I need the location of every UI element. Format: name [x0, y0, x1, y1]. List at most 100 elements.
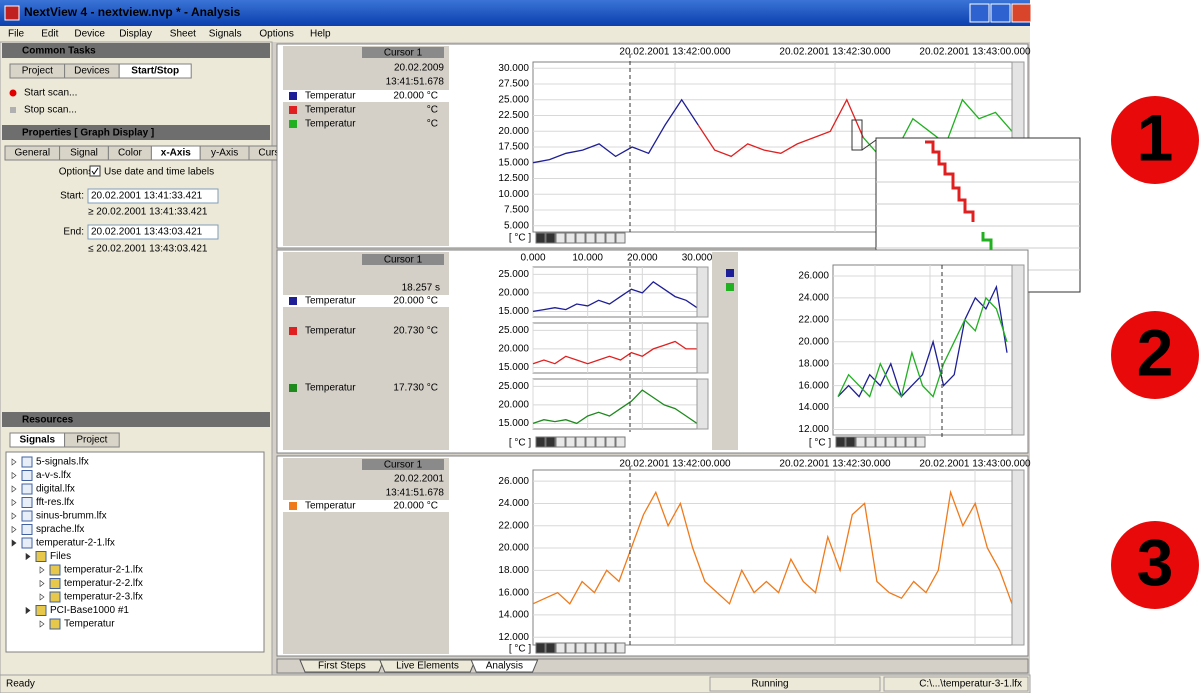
toolbar-button[interactable] [595, 232, 606, 244]
tree-toggle[interactable] [39, 620, 45, 628]
tab[interactable] [118, 63, 192, 79]
tree-item[interactable]: temperatur-2-2.lfx [64, 578, 143, 589]
toolbar-button[interactable] [605, 642, 616, 654]
tree-toggle[interactable] [11, 512, 17, 520]
tab-label[interactable]: Signals [20, 435, 56, 446]
toolbar-button[interactable] [595, 436, 606, 448]
tree-item[interactable]: a-v-s.lfx [36, 470, 71, 481]
task-link[interactable]: Start scan... [24, 88, 77, 99]
tree-item[interactable]: temperatur-2-3.lfx [64, 592, 143, 603]
scrollbar[interactable] [1011, 469, 1025, 646]
menu-item[interactable]: File [8, 29, 25, 40]
tree-item[interactable]: sprache.lfx [36, 524, 84, 535]
tab-label[interactable]: y-Axis [211, 148, 238, 159]
tab-label[interactable]: Signal [70, 148, 98, 159]
toolbar-button[interactable] [845, 436, 856, 448]
tree-toggle[interactable] [11, 525, 17, 534]
tab-label[interactable]: Project [76, 435, 107, 446]
tree-toggle[interactable] [11, 471, 17, 480]
menu-item[interactable]: Edit [41, 29, 58, 40]
toolbar-button[interactable] [615, 436, 626, 448]
tree-toggle[interactable] [39, 579, 45, 588]
tree-item[interactable]: Files [50, 551, 71, 562]
tree-toggle[interactable] [11, 498, 17, 507]
toolbar-button[interactable] [905, 436, 916, 448]
tab-label[interactable]: Start/Stop [131, 66, 179, 77]
tree-item[interactable]: temperatur-2-1.lfx [64, 565, 143, 576]
menu-item[interactable]: Sheet [170, 29, 196, 40]
toolbar-button[interactable] [885, 436, 896, 448]
toolbar-button[interactable] [585, 642, 596, 654]
task-link[interactable]: Stop scan... [24, 105, 77, 116]
tree-item[interactable]: temperatur-2-1.lfx [36, 538, 115, 549]
tab-label[interactable]: x-Axis [161, 148, 191, 159]
tree-item[interactable]: PCI-Base1000 #1 [50, 605, 129, 616]
menu-item[interactable]: Signals [209, 29, 242, 40]
toolbar-button[interactable] [575, 232, 586, 244]
toolbar-button[interactable] [555, 436, 566, 448]
toolbar-button[interactable] [565, 436, 576, 448]
toolbar-button[interactable] [615, 642, 626, 654]
toolbar-button[interactable] [895, 436, 906, 448]
toolbar-button[interactable] [875, 436, 886, 448]
window-min-button[interactable] [969, 3, 990, 23]
tab-label[interactable]: Color [118, 148, 143, 159]
tab-label[interactable]: Cursor [258, 148, 289, 159]
toolbar-button[interactable] [555, 642, 566, 654]
sheet-tab-label[interactable]: First Steps [318, 661, 366, 672]
tab-label[interactable]: Devices [74, 66, 110, 77]
toolbar-button[interactable] [915, 436, 926, 448]
sheet-tab[interactable] [470, 659, 539, 673]
tree-item[interactable]: Temperatur [64, 619, 115, 630]
sheet-tab[interactable] [379, 659, 476, 673]
window-close-button[interactable] [1011, 3, 1032, 23]
toolbar-button[interactable] [605, 232, 616, 244]
toolbar-button[interactable] [575, 642, 586, 654]
checkbox[interactable] [89, 165, 101, 177]
tab-label[interactable]: General [15, 148, 51, 159]
toolbar-button[interactable] [535, 436, 546, 448]
start-value[interactable]: 20.02.2001 13:41:33.421 [91, 191, 203, 202]
sheet-tab-label[interactable]: Analysis [486, 661, 523, 672]
window-max-button[interactable] [990, 3, 1011, 23]
menu-item[interactable]: Display [119, 29, 152, 40]
tree-toggle[interactable] [25, 606, 31, 615]
toolbar-button[interactable] [595, 642, 606, 654]
tree-item[interactable]: fft-res.lfx [36, 497, 74, 508]
tree-item[interactable]: digital.lfx [36, 484, 75, 495]
toolbar-button[interactable] [545, 642, 556, 654]
tree-toggle[interactable] [11, 539, 17, 547]
toolbar-button[interactable] [835, 436, 846, 448]
toolbar-button[interactable] [545, 436, 556, 448]
end-input[interactable] [87, 224, 219, 240]
sheet-tab[interactable] [299, 659, 385, 673]
tab-label[interactable]: Project [22, 66, 53, 77]
toolbar-button[interactable] [575, 436, 586, 448]
sheet-tab-label[interactable]: Live Elements [396, 661, 459, 672]
tab[interactable] [64, 432, 120, 448]
toolbar-button[interactable] [605, 436, 616, 448]
checkbox-label[interactable]: Use date and time labels [104, 167, 214, 178]
toolbar-button[interactable] [855, 436, 866, 448]
start-input[interactable] [87, 188, 219, 204]
toolbar-button[interactable] [585, 232, 596, 244]
toolbar-button[interactable] [585, 436, 596, 448]
toolbar-button[interactable] [565, 642, 576, 654]
toolbar-button[interactable] [535, 232, 546, 244]
toolbar-button[interactable] [545, 232, 556, 244]
menu-item[interactable]: Help [310, 29, 331, 40]
tree-toggle[interactable] [39, 566, 45, 574]
tree-item[interactable]: 5-signals.lfx [36, 457, 89, 468]
toolbar-button[interactable] [615, 232, 626, 244]
scrollbar[interactable] [696, 378, 709, 430]
scrollbar[interactable] [1011, 264, 1025, 436]
menu-item[interactable]: Options [259, 29, 293, 40]
scrollbar[interactable] [696, 322, 709, 374]
tree-toggle[interactable] [39, 593, 45, 601]
tree-toggle[interactable] [11, 485, 17, 493]
end-value[interactable]: 20.02.2001 13:43:03.421 [91, 227, 203, 238]
tree-toggle[interactable] [11, 458, 17, 466]
tree-toggle[interactable] [25, 552, 31, 561]
scrollbar[interactable] [696, 266, 709, 318]
toolbar-button[interactable] [565, 232, 576, 244]
